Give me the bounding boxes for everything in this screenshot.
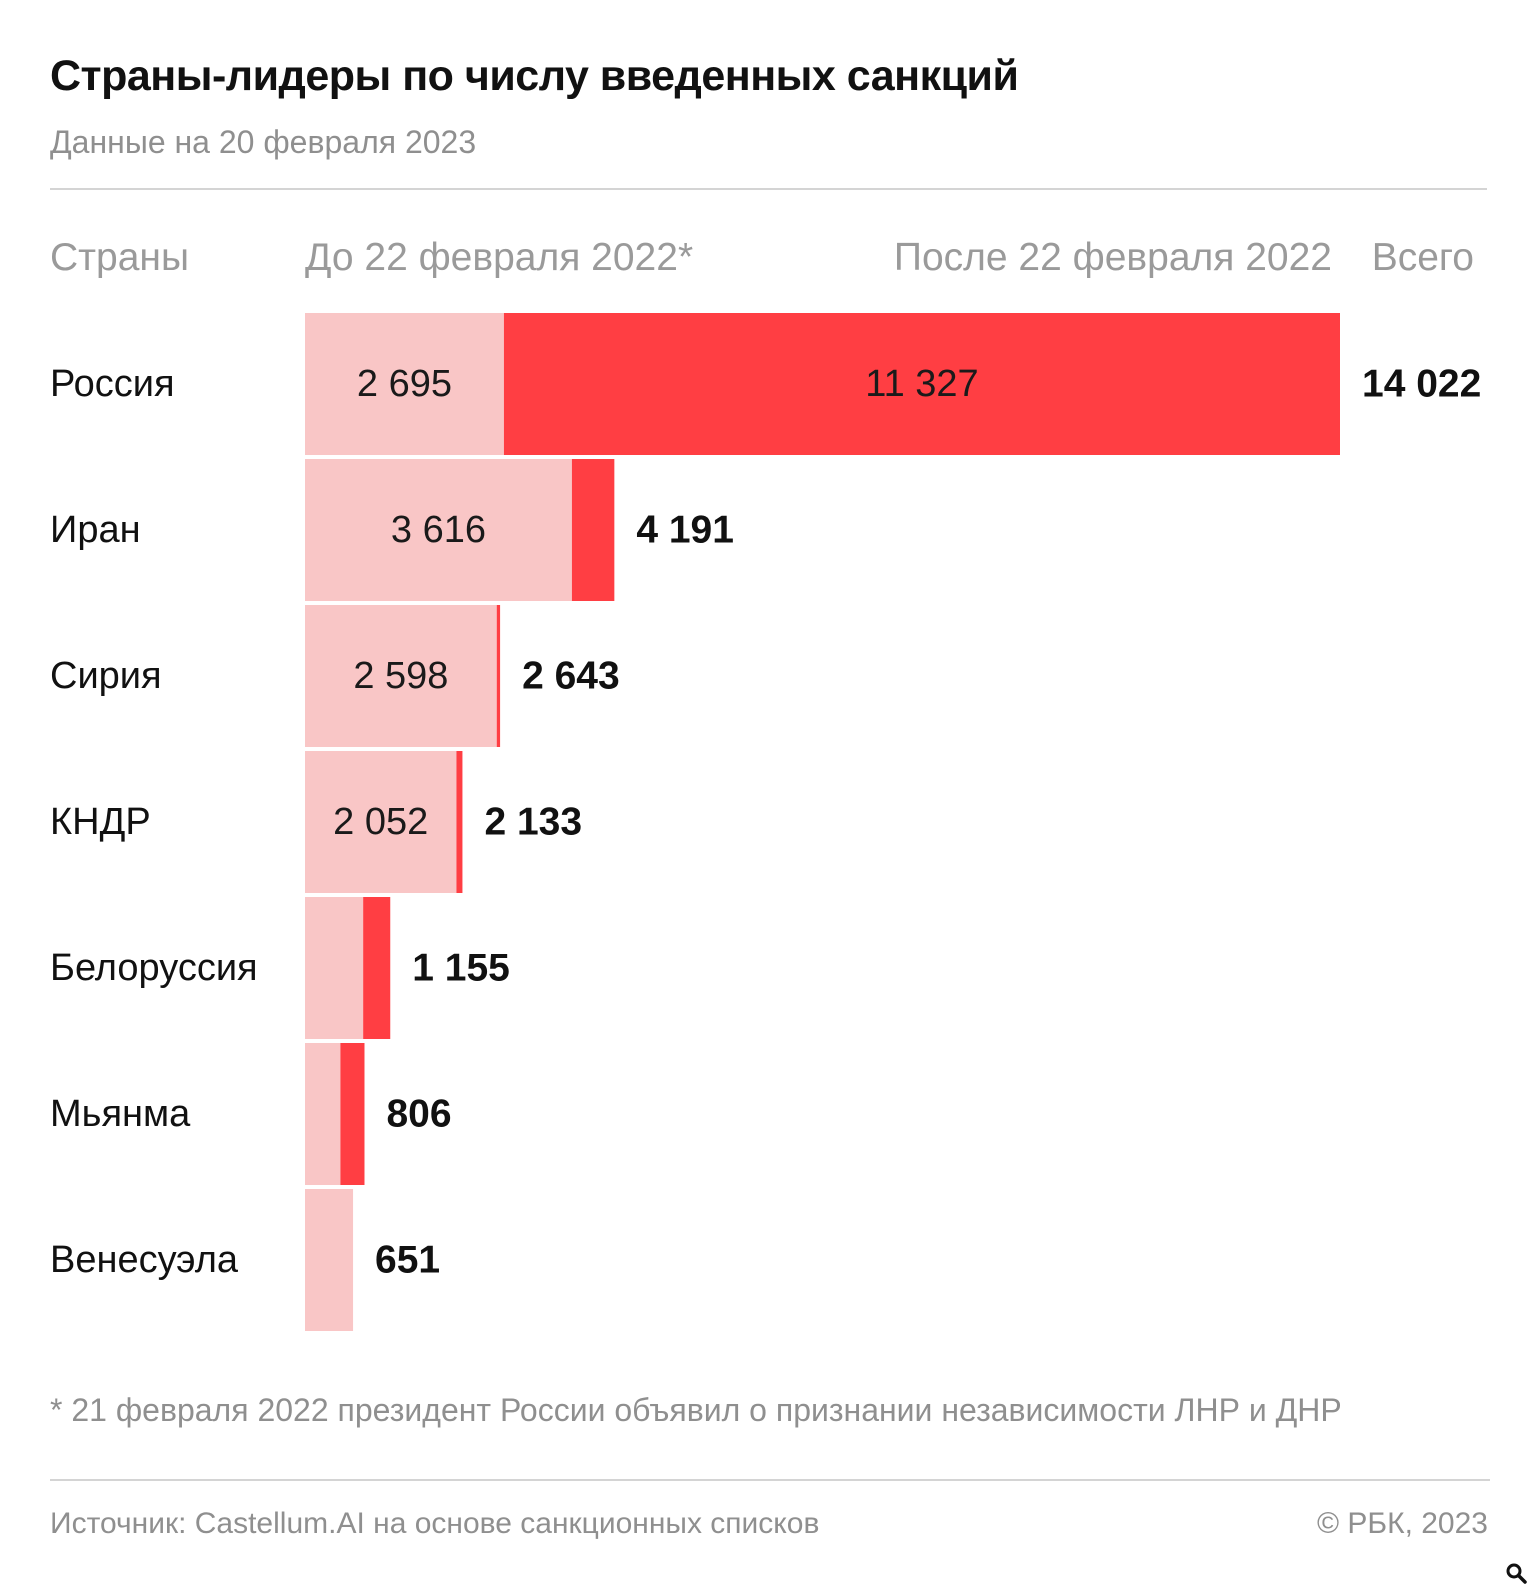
chart-title: Страны-лидеры по числу введенных санкций (50, 52, 1019, 100)
bar-segment-after (456, 751, 463, 893)
bar-value-label: 11 327 (865, 363, 978, 405)
bar-total-label: 2 643 (522, 655, 620, 698)
column-header-after: После 22 февраля 2022 (893, 236, 1332, 279)
bar-total-label: 14 022 (1362, 363, 1481, 406)
source-note: Источник: Castellum.AI на основе санкцио… (50, 1507, 820, 1540)
bar-segment-after (363, 897, 391, 1039)
country-label: КНДР (50, 801, 151, 843)
country-label: Россия (50, 363, 175, 405)
bar-total-label: 1 155 (412, 947, 510, 990)
bar-segment-after (571, 459, 615, 601)
bar-value-label: 2 052 (333, 801, 428, 843)
bar-total-label: 2 133 (484, 801, 582, 844)
magnifier-icon (1506, 1563, 1527, 1584)
chart-subtitle: Данные на 20 февраля 2023 (50, 124, 477, 160)
country-label: Иран (50, 509, 141, 551)
bar-total-label: 4 191 (636, 509, 734, 552)
footer-divider (50, 1479, 1490, 1481)
bar-segment-before (305, 313, 504, 455)
bar-value-label: 3 616 (391, 509, 486, 551)
bar-segment-before (305, 897, 364, 1039)
bar-total-label: 651 (375, 1239, 440, 1282)
stacked-bar-chart: Россия 2 695 11 327 14 022 Иран 3 616 4 191 Сир… (50, 313, 1481, 1331)
country-label: Белоруссия (50, 947, 258, 989)
header-divider (50, 188, 1487, 190)
country-label: Мьянма (50, 1093, 191, 1135)
bar-segment-before (305, 1189, 354, 1331)
country-label: Венесуэла (50, 1239, 239, 1281)
country-label: Сирия (50, 655, 162, 697)
bar-segment-after (503, 313, 1340, 455)
column-header-before: До 22 февраля 2022* (305, 236, 694, 279)
zoom-button[interactable] (1502, 1559, 1530, 1587)
bar-value-label: 2 598 (353, 655, 448, 697)
copyright: © РБК, 2023 (1316, 1507, 1488, 1540)
bar-total-label: 806 (386, 1093, 451, 1136)
bar-segment-before (305, 1043, 341, 1185)
bar-segment-before (305, 751, 457, 893)
column-header-countries: Страны (50, 236, 189, 279)
bar-segment-after (340, 1043, 365, 1185)
bar-segment-before (305, 459, 572, 601)
column-header-total: Всего (1371, 236, 1474, 279)
footnote: * 21 февраля 2022 президент России объяв… (50, 1392, 1342, 1428)
bar-segment-before (305, 605, 497, 747)
bar-segment-after (496, 605, 501, 747)
bar-value-label: 2 695 (357, 363, 452, 405)
